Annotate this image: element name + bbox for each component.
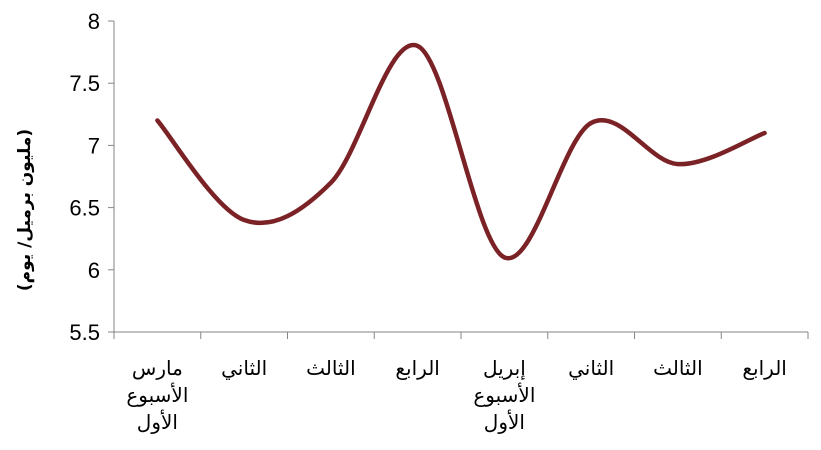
y-tick-label: 7.5: [69, 71, 100, 96]
x-tick-label: الرابع: [742, 356, 786, 380]
y-tick-label: 8: [88, 9, 100, 34]
y-tick-label: 7: [88, 133, 100, 158]
y-tick-label: 6.5: [69, 196, 100, 221]
y-axis: 5.5 6 6.5 7 7.5 8: [69, 9, 115, 345]
x-tick-label: إبريل: [483, 356, 526, 381]
series-line-0: [155, 42, 767, 261]
x-tick-label: الثالث: [306, 356, 356, 380]
x-tick-label: الأسبوع: [126, 383, 188, 407]
x-tick-label: الرابع: [395, 356, 439, 380]
series-group: [155, 42, 767, 261]
x-tick-label: الثاني: [221, 356, 267, 381]
x-tick-label: مارس: [132, 356, 183, 380]
x-tick-label: الأول: [484, 410, 525, 434]
x-tick-label: الأسبوع: [473, 383, 535, 407]
x-tick-label: الأول: [137, 410, 178, 434]
y-tick-label: 6: [88, 258, 100, 283]
x-tick-label: الثالث: [653, 356, 703, 380]
y-tick-label: 5.5: [69, 320, 100, 345]
y-axis-title: (مليون برميل/ يوم): [15, 129, 35, 291]
x-tick-label: الثاني: [568, 356, 614, 381]
